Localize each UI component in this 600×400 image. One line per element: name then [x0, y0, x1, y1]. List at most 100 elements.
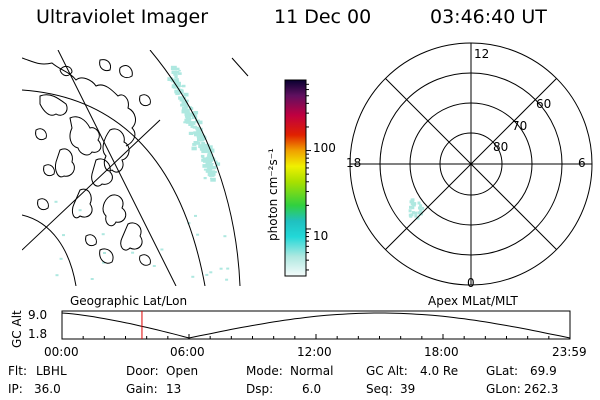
info-door-value: Open — [166, 364, 199, 378]
info-dsp-label: Dsp: — [246, 382, 274, 396]
aurora-pixel — [175, 91, 180, 96]
aurora-pixel — [409, 205, 412, 209]
mlt-label-0: 0 — [467, 276, 475, 290]
lat-label-70: 70 — [512, 119, 528, 133]
aurora-pixel — [225, 278, 229, 281]
aurora-pixel — [411, 200, 415, 204]
aurora-pixel — [191, 275, 195, 278]
colorbar-unit-label: photon cm⁻²s⁻¹ — [266, 148, 280, 241]
aurora-pixel — [205, 159, 209, 162]
aurora-pixel — [194, 133, 199, 137]
aurora-pixel — [202, 164, 208, 168]
info-flt-label: Flt: — [8, 364, 27, 378]
altitude-x-tick: 12:00 — [297, 345, 332, 359]
colorbar-tick-100: 100 — [313, 141, 336, 155]
info-flt-value: LBHL — [36, 364, 67, 378]
aurora-pixel — [189, 106, 192, 108]
aurora-pixel — [414, 211, 418, 215]
aurora-emission-polar — [408, 198, 425, 220]
aurora-pixel — [205, 273, 209, 276]
aurora-pixel — [171, 70, 177, 74]
altitude-x-ticks — [61, 334, 571, 339]
colorbar — [284, 79, 311, 277]
altitude-x-tick: 06:00 — [170, 345, 205, 359]
aurora-pixel — [54, 200, 58, 203]
time-label: 03:46:40 UT — [430, 6, 547, 28]
aurora-pixel — [173, 72, 178, 76]
apex-label: Apex MLat/MLT — [428, 294, 518, 308]
aurora-pixel — [410, 198, 414, 202]
aurora-pixel — [196, 141, 201, 145]
aurora-pixel — [201, 149, 207, 154]
aurora-pixel — [192, 143, 197, 146]
altitude-plot — [61, 310, 571, 340]
aurora-pixel — [219, 267, 223, 270]
geographic-label: Geographic Lat/Lon — [70, 294, 188, 308]
aurora-pixel — [179, 98, 185, 102]
aurora-pixel — [194, 126, 197, 128]
aurora-pixel — [201, 142, 205, 145]
aurora-pixel — [411, 206, 415, 210]
aurora-pixel — [197, 120, 203, 125]
aurora-pixel — [210, 177, 216, 182]
altitude-x-tick: 23:59 — [552, 345, 587, 359]
aurora-pixel — [183, 103, 189, 107]
aurora-pixel — [419, 209, 423, 213]
aurora-pixel — [197, 132, 203, 136]
aurora-pixel — [62, 234, 65, 237]
aurora-pixel — [173, 80, 180, 85]
altitude-y-tick-min: 1.8 — [28, 327, 48, 341]
geographic-map — [22, 50, 249, 286]
aurora-pixel — [223, 235, 227, 238]
aurora-pixel — [187, 117, 192, 121]
colorbar-tick-10: 10 — [313, 229, 329, 243]
aurora-pixel — [174, 75, 178, 78]
aurora-pixel — [199, 147, 205, 151]
aurora-pixel — [207, 163, 213, 168]
info-ip-label: IP: — [8, 382, 23, 396]
aurora-pixel — [152, 265, 156, 267]
aurora-pixel — [414, 214, 418, 218]
aurora-pixel — [200, 144, 205, 148]
aurora-pixel — [411, 211, 415, 215]
info-glon-value: 262.3 — [524, 382, 559, 396]
polar-grid — [349, 42, 593, 286]
aurora-pixel — [178, 84, 182, 87]
aurora-pixel — [160, 248, 164, 251]
aurora-pixel — [194, 214, 197, 217]
aurora-pixel — [59, 257, 63, 260]
aurora-pixel — [409, 200, 413, 204]
info-glat-label: GLat: — [486, 364, 519, 378]
aurora-pixel — [196, 233, 200, 236]
aurora-pixel — [203, 168, 207, 171]
aurora-pixel — [189, 107, 194, 110]
aurora-pixel — [193, 111, 199, 115]
aurora-pixel — [417, 211, 421, 215]
aurora-pixel — [175, 67, 180, 71]
aurora-pixel — [189, 114, 194, 117]
instrument-title: Ultraviolet Imager — [36, 6, 209, 28]
info-dsp-value: 6.0 — [302, 382, 322, 396]
aurora-pixel — [203, 177, 207, 180]
aurora-pixel — [185, 120, 192, 124]
aurora-pixel — [184, 106, 189, 109]
altitude-y-tick-max: 9.0 — [28, 308, 48, 322]
lat-label-80: 80 — [493, 140, 509, 154]
info-seq-value: 39 — [400, 382, 416, 396]
aurora-pixel — [416, 216, 420, 220]
aurora-pixel — [187, 222, 191, 225]
aurora-pixel — [207, 172, 214, 177]
aurora-pixel — [170, 65, 177, 70]
aurora-pixel — [103, 252, 106, 254]
aurora-pixel — [197, 137, 203, 142]
info-door-label: Door: — [126, 364, 159, 378]
aurora-pixel — [207, 157, 213, 162]
aurora-pixel — [205, 168, 212, 173]
aurora-pixel — [174, 89, 180, 94]
aurora-pixel — [205, 161, 211, 166]
aurora-pixel — [183, 121, 187, 124]
info-ip-value: 36.0 — [34, 382, 61, 396]
aurora-pixel — [101, 233, 105, 236]
date-label: 11 Dec 00 — [274, 6, 372, 28]
lat-label-60: 60 — [536, 97, 552, 111]
